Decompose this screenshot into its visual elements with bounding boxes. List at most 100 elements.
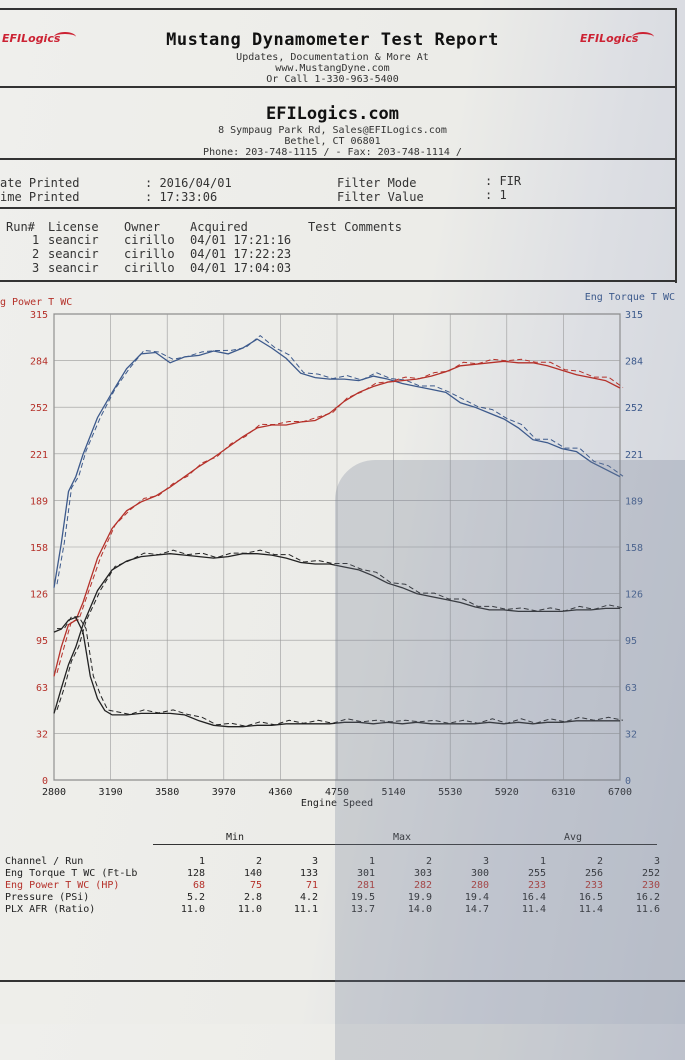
series-line: [53, 616, 620, 728]
y-tick-label-right: 32: [625, 729, 637, 740]
run-2-acquired: 04/01 17:22:23: [190, 247, 292, 261]
group-avg-rule: [492, 844, 657, 845]
series-line: [53, 338, 621, 588]
run-2-license: seancir: [48, 247, 99, 261]
shop-city: Bethel, CT 06801: [284, 136, 381, 147]
group-min-rule: [153, 844, 323, 845]
left-axis-label: g Power T WC: [0, 297, 72, 308]
cell: 4.2: [299, 892, 318, 903]
date-printed-value: : 2016/04/01: [145, 176, 232, 190]
x-tick-label: 5530: [438, 787, 462, 798]
series-line-dashed: [56, 334, 624, 585]
cell: 128: [186, 868, 205, 879]
run-header: 3: [482, 856, 489, 867]
filter-mode-value: : FIR: [485, 174, 522, 188]
runs-header-license: License: [48, 220, 99, 234]
run-header: 1: [539, 856, 546, 867]
cell: 230: [641, 880, 660, 891]
run-header: 3: [311, 856, 318, 867]
cell: 233: [527, 880, 546, 891]
x-tick-label: 3190: [99, 787, 123, 798]
filter-value-label: Filter Value: [337, 190, 424, 204]
shop-address: 8 Sympaug Park Rd, Sales@EFILogics.com: [218, 125, 447, 136]
run-3-acquired: 04/01 17:04:03: [190, 261, 292, 275]
cell: 19.9: [407, 892, 432, 903]
y-tick-label-left: 32: [36, 729, 48, 740]
cell: 11.4: [578, 904, 603, 915]
cell: 233: [584, 880, 603, 891]
run-header: 3: [653, 856, 660, 867]
y-tick-label-left: 252: [30, 403, 48, 414]
y-tick-label-left: 0: [42, 776, 48, 787]
header-line-2: www.MustangDyne.com: [275, 63, 390, 74]
series-line: [53, 360, 621, 677]
cell: 252: [641, 868, 660, 879]
filter-mode-label: Filter Mode: [337, 176, 417, 190]
run-1-number: 1: [32, 233, 40, 247]
y-tick-label-right: 126: [625, 590, 643, 601]
y-tick-label-left: 158: [30, 543, 48, 554]
run-1-license: seancir: [48, 233, 99, 247]
runs-header-acquired: Acquired: [190, 220, 248, 234]
row-label: Pressure (PSi): [5, 892, 90, 903]
cell: 303: [413, 868, 432, 879]
runs-header-owner: Owner: [124, 220, 161, 234]
cell: 11.4: [521, 904, 546, 915]
y-tick-label-left: 189: [30, 496, 48, 507]
y-tick-label-left: 95: [36, 636, 48, 647]
y-tick-label-right: 315: [625, 310, 643, 321]
shop-phone: Phone: 203-748-1115 / - Fax: 203-748-111…: [203, 147, 462, 158]
run-1-acquired: 04/01 17:21:16: [190, 233, 292, 247]
cell: 140: [243, 868, 262, 879]
x-tick-label: 3580: [155, 787, 179, 798]
report-page: EFILogics EFILogics Mustang Dynamometer …: [0, 8, 685, 1060]
y-tick-label-left: 315: [30, 310, 48, 321]
run-header: 1: [198, 856, 205, 867]
header-line-3: Or Call 1-330-963-5400: [266, 74, 399, 85]
run-header: 1: [368, 856, 375, 867]
cell: 11.0: [180, 904, 205, 915]
y-tick-label-left: 284: [30, 357, 48, 368]
series-line-dashed: [56, 358, 624, 674]
group-max: Max: [392, 832, 412, 843]
cell: 256: [584, 868, 603, 879]
cell: 14.0: [407, 904, 432, 915]
runs-header-comments: Test Comments: [308, 220, 402, 234]
x-tick-label: 3970: [212, 787, 236, 798]
y-tick-label-right: 158: [625, 543, 643, 554]
cell: 255: [527, 868, 546, 879]
runs-header-run: Run#: [6, 220, 35, 234]
row-label: Eng Power T WC (HP): [5, 880, 120, 891]
x-tick-label: 6700: [608, 787, 632, 798]
cell: 301: [356, 868, 375, 879]
x-tick-label: 2800: [42, 787, 66, 798]
cell: 280: [470, 880, 489, 891]
cell: 13.7: [350, 904, 375, 915]
cell: 11.0: [237, 904, 262, 915]
run-3-license: seancir: [48, 261, 99, 275]
y-tick-label-right: 221: [625, 450, 643, 461]
run-3-owner: cirillo: [124, 261, 175, 275]
x-tick-label: 6310: [551, 787, 575, 798]
cell: 300: [470, 868, 489, 879]
cell: 68: [192, 880, 205, 891]
x-tick-label: 5140: [382, 787, 406, 798]
cell: 2.8: [243, 892, 262, 903]
x-tick-label: 4360: [268, 787, 292, 798]
x-axis-label: Engine Speed: [301, 798, 373, 809]
row-label: Eng Torque T WC (Ft-Lb: [5, 868, 138, 879]
y-tick-label-right: 284: [625, 357, 643, 368]
series-line-dashed: [57, 616, 624, 727]
y-tick-label-right: 0: [625, 776, 631, 787]
group-min: Min: [225, 832, 245, 843]
cell: 16.4: [521, 892, 546, 903]
series-line: [53, 553, 620, 714]
cell: 16.2: [635, 892, 660, 903]
row-label: PLX AFR (Ratio): [5, 904, 96, 915]
rule-right: [675, 8, 677, 283]
y-tick-label-right: 95: [625, 636, 637, 647]
logo-left: EFILogics: [2, 32, 77, 45]
report-title: Mustang Dynamometer Test Report: [166, 30, 499, 50]
y-tick-label-left: 63: [36, 683, 48, 694]
series-line-dashed: [56, 549, 624, 711]
